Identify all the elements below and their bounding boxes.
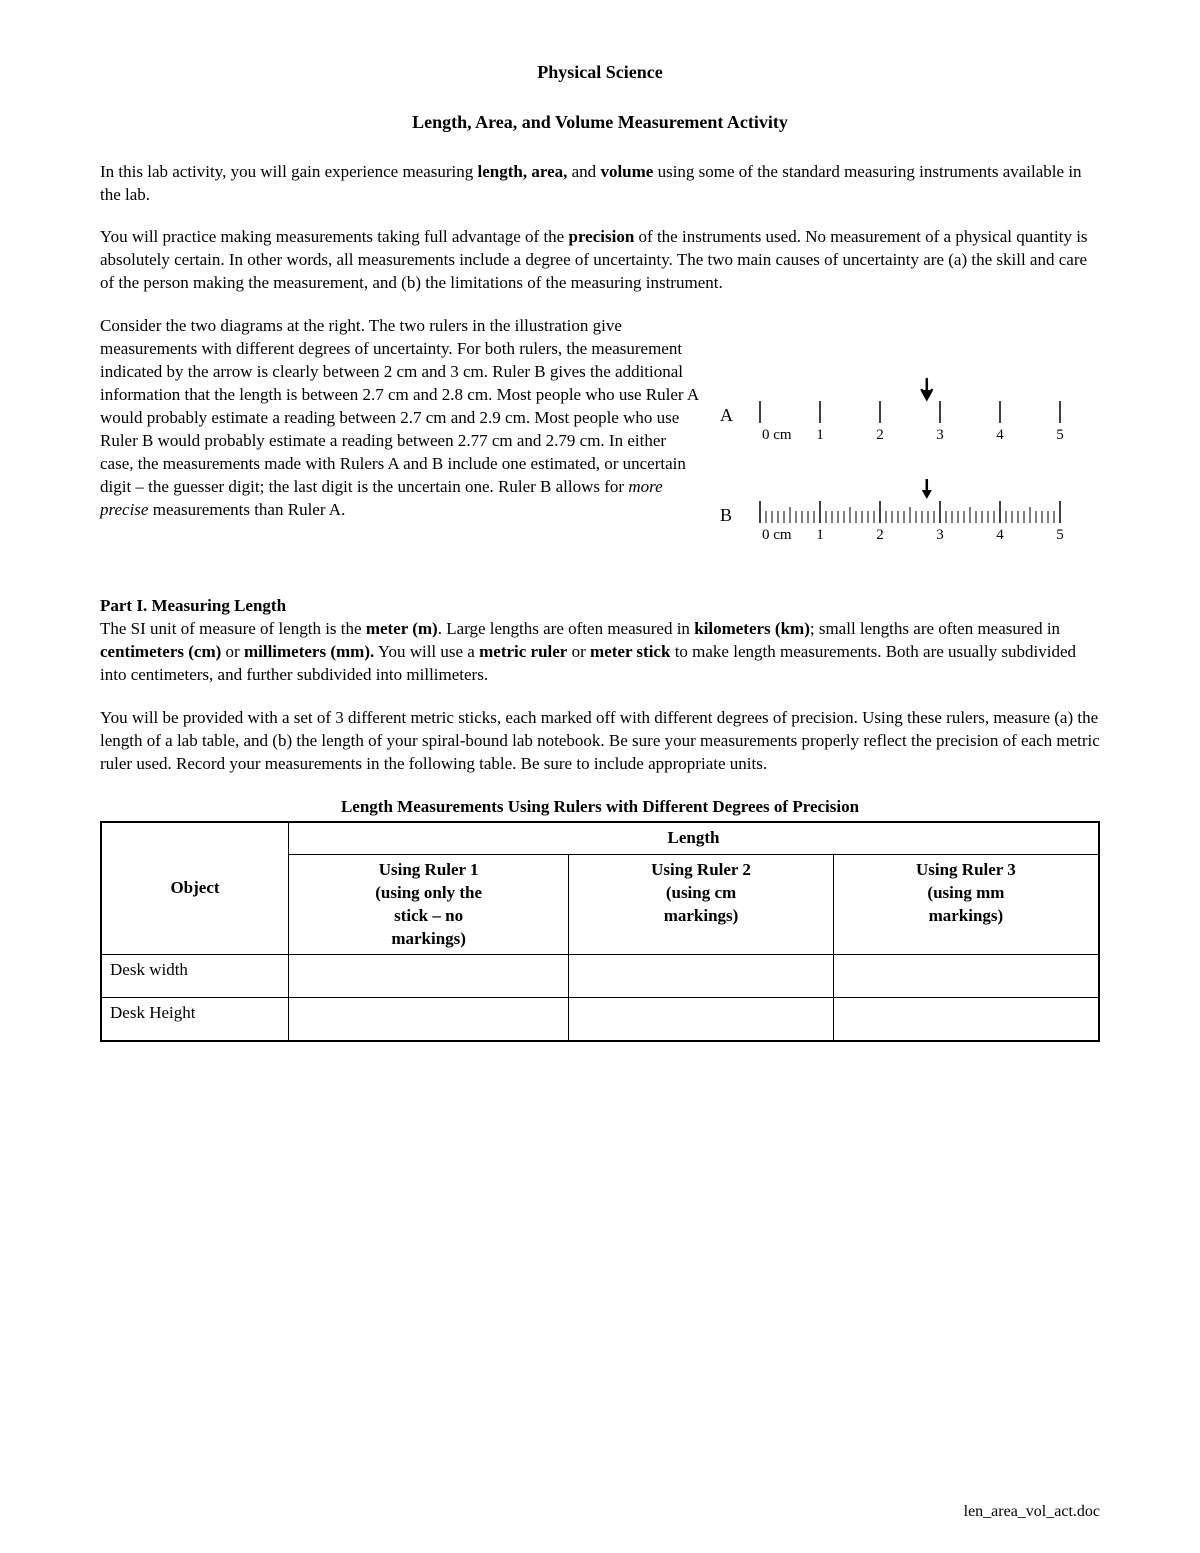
part1-paragraph2: You will be provided with a set of 3 dif… <box>100 707 1100 776</box>
row-desk-height-label: Desk Height <box>101 998 289 1042</box>
cell-deskheight-r1 <box>289 998 569 1042</box>
cell-deskheight-r2 <box>569 998 834 1042</box>
ruler-b-figure: B 0 cm 1 2 3 4 5 <box>720 475 1100 545</box>
row-desk-width-label: Desk width <box>101 955 289 998</box>
intro-bold-length-area: length, area, <box>478 162 568 181</box>
th-ruler1-l2: (using only the <box>375 883 482 902</box>
p1-b1: meter (m) <box>366 619 438 638</box>
ruler-para-prefix: Consider the two diagrams at the right. … <box>100 316 698 496</box>
svg-text:2: 2 <box>876 427 884 443</box>
footer-filename: len_area_vol_act.doc <box>964 1501 1100 1523</box>
p1-b3: centimeters (cm) <box>100 642 221 661</box>
ruler-a-label: A <box>720 403 746 445</box>
th-ruler3-l3: markings) <box>929 906 1004 925</box>
th-ruler2-l3: markings) <box>664 906 739 925</box>
th-ruler3: Using Ruler 3 (using mm markings) <box>833 854 1099 955</box>
ruler-para-suffix: measurements than Ruler A. <box>148 500 345 519</box>
th-length: Length <box>289 822 1100 854</box>
ruler-b-svg: 0 cm 1 2 3 4 5 <box>746 475 1086 545</box>
intro-paragraph: In this lab activity, you will gain expe… <box>100 161 1100 207</box>
p1-b5: metric ruler <box>479 642 567 661</box>
table-title: Length Measurements Using Rulers with Di… <box>100 796 1100 819</box>
svg-text:5: 5 <box>1056 427 1064 443</box>
p1-e: You will use a <box>374 642 479 661</box>
svg-text:0 cm: 0 cm <box>762 527 792 543</box>
cell-deskwidth-r3 <box>833 955 1099 998</box>
p1-a: The SI unit of measure of length is the <box>100 619 366 638</box>
svg-text:1: 1 <box>816 427 824 443</box>
th-ruler2-l2: (using cm <box>666 883 736 902</box>
intro-bold-volume: volume <box>600 162 653 181</box>
svg-text:5: 5 <box>1056 527 1064 543</box>
part1-heading: Part I. Measuring Length <box>100 596 286 615</box>
activity-title: Length, Area, and Volume Measurement Act… <box>100 110 1100 134</box>
course-title: Physical Science <box>100 60 1100 84</box>
th-ruler1-l3: stick – no <box>394 906 463 925</box>
cell-deskwidth-r2 <box>569 955 834 998</box>
ruler-paragraph: Consider the two diagrams at the right. … <box>100 315 700 521</box>
th-ruler1: Using Ruler 1 (using only the stick – no… <box>289 854 569 955</box>
p1-b4: millimeters (mm). <box>244 642 374 661</box>
svg-text:4: 4 <box>996 427 1004 443</box>
svg-text:3: 3 <box>936 527 944 543</box>
precision-bold: precision <box>568 227 634 246</box>
cell-deskheight-r3 <box>833 998 1099 1042</box>
th-ruler1-l4: markings) <box>391 929 466 948</box>
part1-paragraph1: The SI unit of measure of length is the … <box>100 618 1100 687</box>
intro-text: In this lab activity, you will gain expe… <box>100 162 478 181</box>
precision-paragraph: You will practice making measurements ta… <box>100 226 1100 295</box>
p1-c: ; small lengths are often measured in <box>810 619 1060 638</box>
th-ruler2-l1: Using Ruler 2 <box>651 860 751 879</box>
svg-text:2: 2 <box>876 527 884 543</box>
intro-mid: and <box>567 162 600 181</box>
svg-text:0 cm: 0 cm <box>762 427 792 443</box>
length-table: Object Length Using Ruler 1 (using only … <box>100 821 1100 1043</box>
th-ruler3-l1: Using Ruler 3 <box>916 860 1016 879</box>
p1-b2: kilometers (km) <box>694 619 810 638</box>
th-ruler3-l2: (using mm <box>927 883 1004 902</box>
ruler-a-figure: A 0 cm 1 2 3 4 5 <box>720 375 1100 445</box>
ruler-b-label: B <box>720 503 746 545</box>
th-object: Object <box>101 822 289 955</box>
p1-b: . Large lengths are often measured in <box>438 619 694 638</box>
ruler-a-svg: 0 cm 1 2 3 4 5 <box>746 375 1086 445</box>
svg-text:4: 4 <box>996 527 1004 543</box>
p1-f: or <box>567 642 590 661</box>
svg-text:1: 1 <box>816 527 824 543</box>
svg-text:3: 3 <box>936 427 944 443</box>
precision-prefix: You will practice making measurements ta… <box>100 227 568 246</box>
th-ruler1-l1: Using Ruler 1 <box>379 860 479 879</box>
p1-d: or <box>221 642 244 661</box>
th-ruler2: Using Ruler 2 (using cm markings) <box>569 854 834 955</box>
cell-deskwidth-r1 <box>289 955 569 998</box>
p1-b6: meter stick <box>590 642 670 661</box>
